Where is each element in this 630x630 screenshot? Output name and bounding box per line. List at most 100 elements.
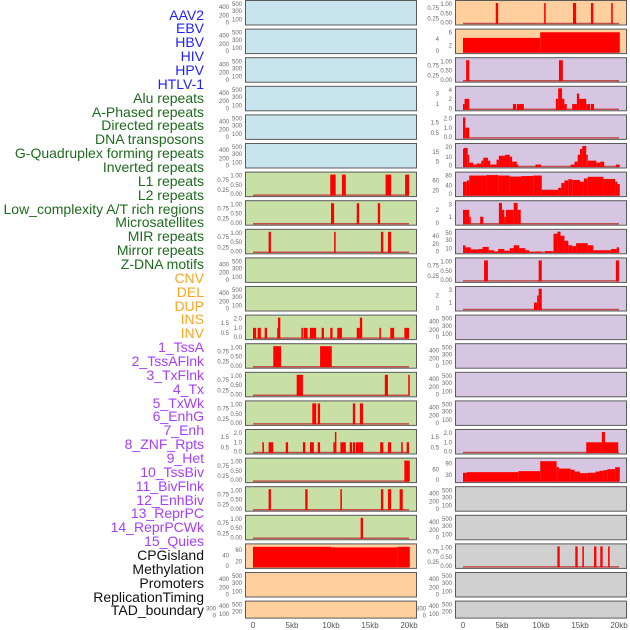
y-tick-label: 2: [436, 294, 440, 300]
y-tick-label: 400: [219, 262, 230, 268]
y-tick-label: 2.0: [234, 317, 243, 323]
bar: [495, 3, 499, 24]
bar: [572, 179, 580, 196]
panel-frame: [455, 486, 627, 512]
panel-background: [455, 0, 627, 25]
y-tick-label: 15: [432, 150, 439, 156]
panel-background: [245, 458, 417, 483]
panel-frame: [455, 85, 627, 112]
y-tick-label: 4: [436, 37, 440, 43]
y-tick-label: 0.75: [217, 464, 229, 470]
bar: [405, 174, 409, 196]
y-tick-label: 500: [232, 145, 243, 151]
y-tick-label: 0.50: [230, 240, 242, 246]
y-tick-label: 0.00: [440, 278, 452, 284]
y-tick-label: 0: [449, 192, 453, 198]
panel-frame: [455, 514, 627, 541]
x-tick-label: 10kb: [532, 621, 550, 630]
bar: [262, 442, 264, 453]
y-tick-label: 200: [219, 156, 230, 162]
bar: [377, 203, 381, 225]
track-label: 9_Het: [166, 450, 204, 467]
y-tick-label: 0: [436, 221, 440, 227]
panel-background: [455, 486, 627, 512]
panel-background: [455, 372, 627, 397]
track-label: DEL: [176, 283, 204, 300]
y-tick-label: 0: [436, 421, 440, 427]
bar: [463, 181, 467, 196]
y-tick-label: 1.0: [444, 440, 453, 446]
panel-frame: [455, 143, 627, 169]
y-tick-label: 500: [232, 260, 243, 266]
y-tick-label: 0.75: [217, 206, 229, 212]
track-label: Mirror repeats: [116, 242, 204, 259]
y-tick-label: 0.75: [217, 178, 229, 184]
y-tick-label: 0: [436, 49, 440, 55]
bar: [541, 189, 559, 196]
track-label: TAD_boundary: [110, 602, 204, 619]
bar: [513, 202, 518, 225]
panel-frame: [245, 200, 417, 226]
bar: [399, 489, 403, 511]
bar: [465, 127, 470, 139]
bar: [583, 178, 588, 196]
y-tick-label: 300: [442, 495, 453, 501]
bar: [525, 250, 530, 253]
panel-frame: [245, 486, 417, 512]
panel-background: [455, 515, 627, 540]
track-label: Methylation: [132, 560, 204, 577]
bar: [582, 546, 584, 568]
bar: [509, 176, 522, 196]
y-tick-label: 0.25: [427, 74, 439, 80]
y-tick-label: 20: [445, 145, 452, 151]
bar: [537, 295, 539, 310]
bar: [463, 148, 465, 167]
y-tick-label: 60: [432, 467, 439, 473]
y-tick-label: 200: [429, 528, 440, 534]
y-tick-label: 3: [449, 288, 453, 294]
y-tick-label: 300: [232, 95, 243, 101]
track-label: AAV2: [169, 6, 204, 23]
panel-frame: [455, 257, 627, 283]
panel-frame: [245, 314, 417, 341]
bar: [466, 472, 519, 482]
bar: [576, 93, 580, 110]
bar: [600, 546, 603, 568]
bar: [577, 154, 580, 167]
y-tick-label: 10: [445, 155, 452, 161]
y-tick-label: 0.50: [440, 11, 452, 17]
bar: [356, 203, 360, 225]
bar: [544, 251, 553, 253]
bar: [490, 164, 497, 167]
track-label: 2_TssAFlnk: [131, 353, 204, 369]
panel-background: [245, 57, 417, 83]
bar: [572, 246, 577, 253]
bar: [341, 174, 346, 196]
y-tick-label: 0: [449, 164, 453, 170]
bar: [498, 248, 505, 253]
bar: [340, 442, 346, 453]
y-tick-label: 400: [429, 491, 440, 497]
y-tick-label: 20: [432, 188, 439, 194]
bar: [268, 489, 271, 511]
track-label: MIR repeats: [127, 228, 204, 245]
y-tick-label: 0.00: [230, 249, 242, 255]
panel-frame: [245, 228, 417, 255]
x-tick-label: 20kb: [610, 621, 628, 630]
bar: [533, 302, 538, 310]
y-tick-label: 200: [219, 128, 230, 134]
track-label: G-Quadruplex forming repeats: [14, 145, 204, 162]
track-label: DNA transposons: [95, 131, 204, 148]
bar: [561, 182, 565, 196]
y-tick-label: 500: [232, 2, 243, 8]
panel-frame: [455, 200, 627, 226]
bar: [568, 179, 573, 196]
bar: [483, 157, 488, 167]
bar: [264, 327, 268, 339]
y-tick-label: 0: [436, 535, 440, 541]
bar: [504, 216, 506, 225]
y-tick-label: 500: [442, 603, 453, 609]
y-tick-label: 100: [232, 160, 243, 166]
y-tick-label: 400: [219, 291, 230, 297]
y-tick-label: 0.75: [427, 6, 439, 12]
